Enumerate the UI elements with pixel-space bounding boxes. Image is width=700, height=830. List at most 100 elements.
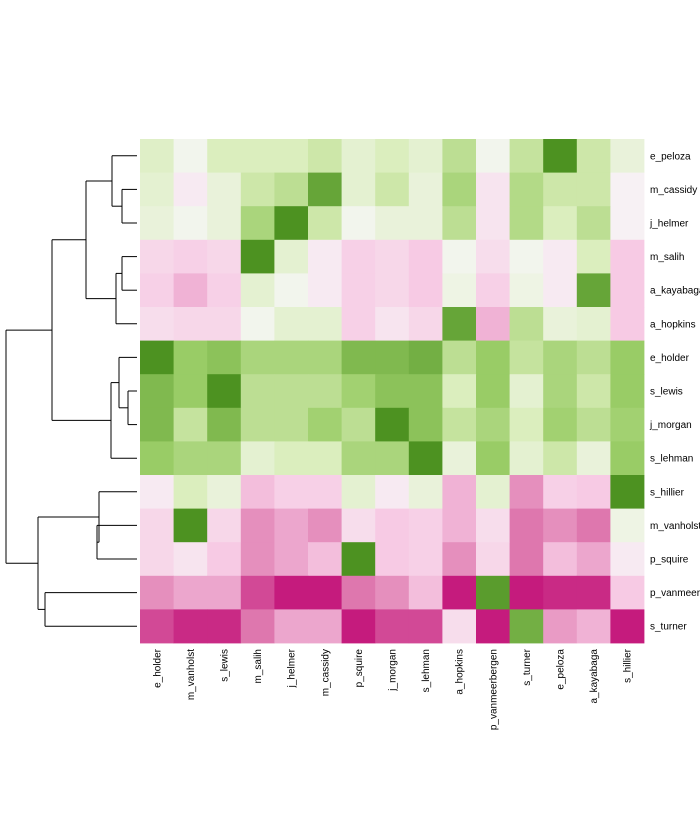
heatmap-cell <box>140 508 174 543</box>
heatmap-cell <box>308 374 342 409</box>
heatmap-cell <box>207 340 242 375</box>
heatmap-cell <box>341 239 376 274</box>
heatmap-cell <box>576 441 611 476</box>
heatmap-cell <box>341 475 376 509</box>
heatmap-cell <box>308 475 342 509</box>
column-labels: e_holder m_vanholst s_lewis m_salih j_helmer… <box>152 648 633 730</box>
heatmap-cell <box>308 508 342 543</box>
heatmap-cell <box>240 575 275 610</box>
heatmap-cell <box>173 575 208 610</box>
heatmap-cell <box>610 206 645 241</box>
heatmap-cell <box>576 475 611 509</box>
heatmap-cell <box>375 575 410 610</box>
heatmap-cell <box>442 609 477 644</box>
heatmap-cell <box>207 206 242 241</box>
heatmap-cell <box>308 239 342 274</box>
column-label: j_morgan <box>388 649 399 692</box>
heatmap-cell <box>476 307 510 341</box>
heatmap-cell <box>509 206 544 241</box>
heatmap-cell <box>140 340 174 375</box>
heatmap-cell <box>476 475 510 509</box>
heatmap-cell <box>576 273 611 308</box>
heatmap-cell <box>610 374 645 409</box>
heatmap-cell <box>341 609 376 644</box>
heatmap-cell <box>442 475 477 509</box>
heatmap-cell <box>173 508 208 543</box>
heatmap-cell <box>274 374 309 409</box>
heatmap-cell <box>476 508 510 543</box>
heatmap-cell <box>610 475 645 509</box>
heatmap-cell <box>274 340 309 375</box>
row-label: a_hopkins <box>650 319 696 330</box>
heatmap-cell <box>476 340 510 375</box>
heatmap-cell <box>543 374 578 409</box>
row-labels: e_peloza m_cassidy j_helmer m_salih a_kayaba… <box>649 151 700 632</box>
heatmap-cell <box>240 273 275 308</box>
heatmap-cell <box>543 542 578 577</box>
heatmap-cell <box>408 172 443 207</box>
heatmap-cell <box>476 239 510 274</box>
column-label: m_salih <box>253 649 264 683</box>
heatmap-cell <box>509 441 544 476</box>
row-label: j_helmer <box>649 219 689 230</box>
heatmap-cell <box>408 441 443 476</box>
heatmap-cell <box>610 340 645 375</box>
column-label: s_lewis <box>220 649 231 682</box>
heatmap-cell <box>140 407 174 442</box>
column-label: e_holder <box>152 648 163 688</box>
heatmap-cell <box>274 407 309 442</box>
heatmap-cell <box>576 307 611 341</box>
heatmap-cell <box>576 542 611 577</box>
heatmap-cell <box>341 542 376 577</box>
heatmap-cell <box>207 172 242 207</box>
heatmap-cell <box>509 407 544 442</box>
heatmap-cell <box>274 273 309 308</box>
heatmap-cell <box>610 239 645 274</box>
heatmap-cell <box>173 609 208 644</box>
heatmap-cell <box>308 273 342 308</box>
heatmap-cell <box>408 508 443 543</box>
column-label: s_lehman <box>421 649 432 692</box>
heatmap-cell <box>308 172 342 207</box>
heatmap-cell <box>610 139 645 173</box>
heatmap-cell <box>341 407 376 442</box>
heatmap-cell <box>207 239 242 274</box>
heatmap-cell <box>341 139 376 173</box>
heatmap-cell <box>543 206 578 241</box>
heatmap-cell <box>341 206 376 241</box>
heatmap-cell <box>341 508 376 543</box>
heatmap-cell <box>274 475 309 509</box>
heatmap-cell <box>576 139 611 173</box>
heatmap-cell <box>207 475 242 509</box>
heatmap-cell <box>442 374 477 409</box>
heatmap-cell <box>173 542 208 577</box>
heatmap-cell <box>576 508 611 543</box>
heatmap-cell <box>476 542 510 577</box>
heatmap-cell <box>408 542 443 577</box>
heatmap-cell <box>140 273 174 308</box>
heatmap-cell <box>240 139 275 173</box>
heatmap-cell <box>274 508 309 543</box>
heatmap-cell <box>375 407 410 442</box>
heatmap-cell <box>375 441 410 476</box>
heatmap-cell <box>408 609 443 644</box>
heatmap-cell <box>140 609 174 644</box>
heatmap-cell <box>509 172 544 207</box>
heatmap-cell <box>341 441 376 476</box>
column-label: s_turner <box>522 648 533 685</box>
heatmap-cell <box>543 609 578 644</box>
heatmap-cell <box>240 239 275 274</box>
heatmap-cell <box>543 273 578 308</box>
heatmap-cell <box>375 206 410 241</box>
heatmap-cell <box>341 340 376 375</box>
column-label: e_peloza <box>556 649 567 690</box>
heatmap-cell <box>308 407 342 442</box>
heatmap-cell <box>543 575 578 610</box>
heatmap-cell <box>240 508 275 543</box>
heatmap-cell <box>173 475 208 509</box>
heatmap-cell <box>207 542 242 577</box>
column-label: j_helmer <box>287 648 298 688</box>
heatmap-cell <box>610 609 645 644</box>
row-label: s_hillier <box>650 487 685 498</box>
row-label: s_lewis <box>650 387 683 398</box>
